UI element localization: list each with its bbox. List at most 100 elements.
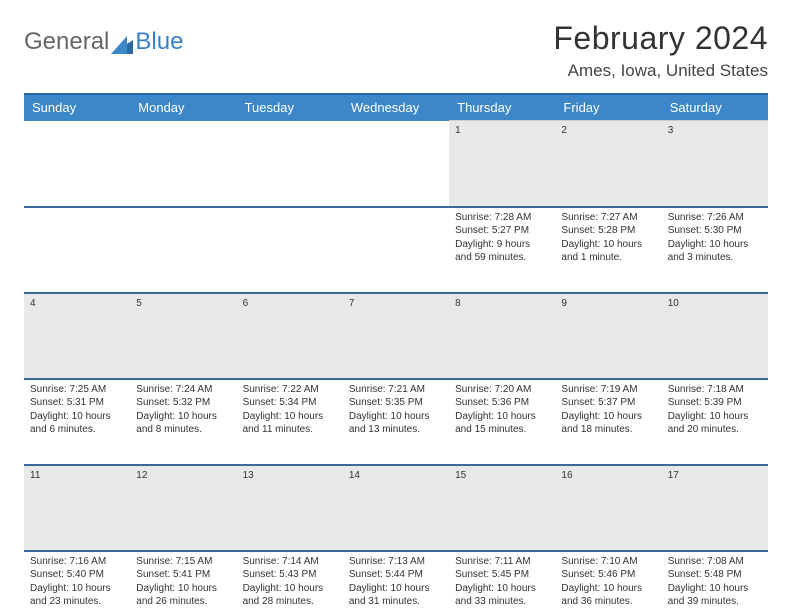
page-header: General Blue February 2024 Ames, Iowa, U… [24,20,768,81]
calendar-page: General Blue February 2024 Ames, Iowa, U… [0,0,792,612]
day-number-cell: 15 [449,465,555,551]
day-detail-cell [343,207,449,293]
day-detail-cell: Sunrise: 7:28 AMSunset: 5:27 PMDaylight:… [449,207,555,293]
day-number-cell: 10 [662,293,768,379]
day-number-row: 45678910 [24,293,768,379]
logo-text-part2: Blue [135,28,183,56]
day-detail-line: Sunrise: 7:16 AM [30,555,124,569]
day-detail-line: Sunset: 5:41 PM [136,568,230,582]
day-detail-line: Sunset: 5:36 PM [455,396,549,410]
day-detail-cell: Sunrise: 7:27 AMSunset: 5:28 PMDaylight:… [555,207,661,293]
day-detail-line: Sunrise: 7:13 AM [349,555,443,569]
logo: General Blue [24,28,183,56]
weekday-header: Friday [555,94,661,121]
day-detail-cell: Sunrise: 7:16 AMSunset: 5:40 PMDaylight:… [24,551,130,612]
weekday-header: Sunday [24,94,130,121]
day-detail-cell [237,207,343,293]
weekday-header: Saturday [662,94,768,121]
logo-mark-icon [111,33,133,51]
day-detail-line: and 3 minutes. [668,251,762,265]
day-detail-line: Sunrise: 7:15 AM [136,555,230,569]
day-detail-line: Daylight: 10 hours [561,410,655,424]
day-number-cell: 8 [449,293,555,379]
day-detail-line: Sunrise: 7:27 AM [561,211,655,225]
weekday-header: Wednesday [343,94,449,121]
day-detail-line: Daylight: 10 hours [668,410,762,424]
weekday-header: Tuesday [237,94,343,121]
day-detail-line: Sunrise: 7:21 AM [349,383,443,397]
calendar-head: SundayMondayTuesdayWednesdayThursdayFrid… [24,94,768,121]
day-detail-line: Daylight: 10 hours [30,410,124,424]
day-detail-cell: Sunrise: 7:21 AMSunset: 5:35 PMDaylight:… [343,379,449,465]
title-block: February 2024 Ames, Iowa, United States [553,20,768,81]
day-detail-line: Sunset: 5:39 PM [668,396,762,410]
day-detail-line: and 26 minutes. [136,595,230,609]
day-detail-line: Sunrise: 7:24 AM [136,383,230,397]
day-detail-line: Daylight: 10 hours [561,238,655,252]
day-number-cell: 3 [662,121,768,207]
day-detail-line: Daylight: 10 hours [349,582,443,596]
day-number-cell: 9 [555,293,661,379]
calendar-body: 123Sunrise: 7:28 AMSunset: 5:27 PMDaylig… [24,121,768,612]
day-detail-cell: Sunrise: 7:26 AMSunset: 5:30 PMDaylight:… [662,207,768,293]
day-number-cell [130,121,236,207]
day-detail-line: Sunrise: 7:28 AM [455,211,549,225]
day-detail-cell: Sunrise: 7:15 AMSunset: 5:41 PMDaylight:… [130,551,236,612]
day-detail-line: and 8 minutes. [136,423,230,437]
day-detail-line: Sunrise: 7:18 AM [668,383,762,397]
day-detail-cell: Sunrise: 7:25 AMSunset: 5:31 PMDaylight:… [24,379,130,465]
day-detail-line: Sunrise: 7:25 AM [30,383,124,397]
day-number-row: 11121314151617 [24,465,768,551]
calendar-table: SundayMondayTuesdayWednesdayThursdayFrid… [24,93,768,612]
day-number-cell: 12 [130,465,236,551]
day-detail-line: Daylight: 10 hours [561,582,655,596]
day-detail-line: and 36 minutes. [561,595,655,609]
day-detail-row: Sunrise: 7:25 AMSunset: 5:31 PMDaylight:… [24,379,768,465]
day-detail-line: and 28 minutes. [243,595,337,609]
day-detail-line: Sunset: 5:45 PM [455,568,549,582]
day-detail-line: and 31 minutes. [349,595,443,609]
day-detail-line: Sunset: 5:27 PM [455,224,549,238]
day-detail-line: Daylight: 10 hours [668,582,762,596]
day-number-cell [237,121,343,207]
day-detail-line: Sunrise: 7:19 AM [561,383,655,397]
day-detail-cell: Sunrise: 7:19 AMSunset: 5:37 PMDaylight:… [555,379,661,465]
day-detail-cell: Sunrise: 7:24 AMSunset: 5:32 PMDaylight:… [130,379,236,465]
location-label: Ames, Iowa, United States [553,61,768,81]
day-detail-line: Sunrise: 7:20 AM [455,383,549,397]
day-detail-cell: Sunrise: 7:20 AMSunset: 5:36 PMDaylight:… [449,379,555,465]
day-detail-line: Daylight: 10 hours [243,410,337,424]
day-detail-line: and 20 minutes. [668,423,762,437]
weekday-header: Thursday [449,94,555,121]
day-detail-line: Sunrise: 7:10 AM [561,555,655,569]
day-detail-line: and 18 minutes. [561,423,655,437]
day-detail-line: and 1 minute. [561,251,655,265]
day-detail-line: Sunrise: 7:11 AM [455,555,549,569]
day-number-cell: 6 [237,293,343,379]
day-detail-cell [24,207,130,293]
day-number-cell: 14 [343,465,449,551]
day-detail-line: Sunset: 5:32 PM [136,396,230,410]
day-detail-line: Daylight: 10 hours [30,582,124,596]
day-detail-line: Sunset: 5:34 PM [243,396,337,410]
day-detail-line: Daylight: 10 hours [136,582,230,596]
day-detail-line: Sunset: 5:40 PM [30,568,124,582]
day-number-cell [24,121,130,207]
weekday-row: SundayMondayTuesdayWednesdayThursdayFrid… [24,94,768,121]
day-number-cell: 7 [343,293,449,379]
day-number-cell: 1 [449,121,555,207]
day-detail-line: and 59 minutes. [455,251,549,265]
day-detail-line: Sunrise: 7:14 AM [243,555,337,569]
day-detail-cell: Sunrise: 7:11 AMSunset: 5:45 PMDaylight:… [449,551,555,612]
day-detail-line: Sunset: 5:30 PM [668,224,762,238]
day-detail-line: and 11 minutes. [243,423,337,437]
day-detail-line: Sunrise: 7:08 AM [668,555,762,569]
day-detail-line: Daylight: 10 hours [136,410,230,424]
day-detail-cell: Sunrise: 7:08 AMSunset: 5:48 PMDaylight:… [662,551,768,612]
day-detail-cell: Sunrise: 7:10 AMSunset: 5:46 PMDaylight:… [555,551,661,612]
day-detail-line: Sunset: 5:43 PM [243,568,337,582]
logo-text-part1: General [24,28,109,56]
day-detail-line: and 6 minutes. [30,423,124,437]
day-detail-line: Sunrise: 7:26 AM [668,211,762,225]
day-detail-line: Daylight: 9 hours [455,238,549,252]
